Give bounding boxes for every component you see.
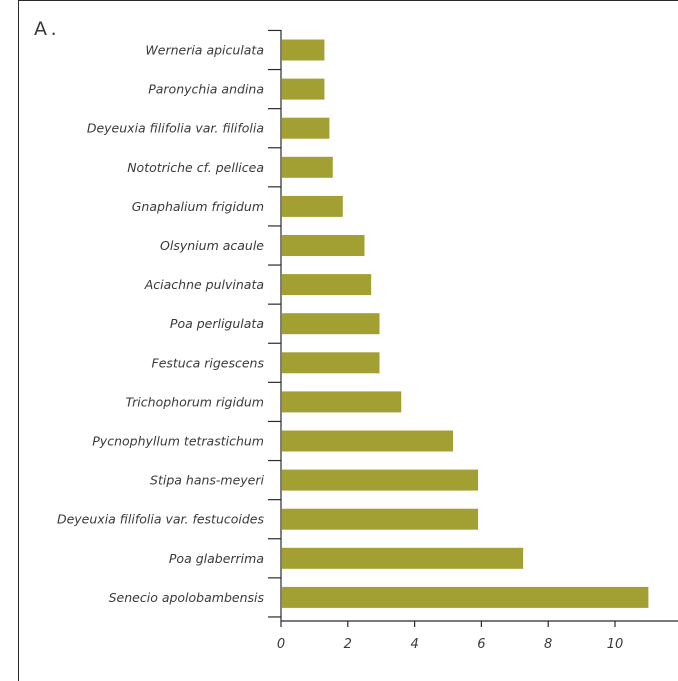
bar — [282, 235, 365, 256]
category-label: Festuca rigescens — [152, 355, 265, 370]
category-label: Senecio apolobambensis — [109, 590, 265, 605]
chart-frame — [18, 0, 678, 681]
category-label: Pycnophyllum tetrastichum — [92, 434, 264, 449]
x-tick-label: 2 — [344, 637, 352, 652]
x-tick-label: 0 — [277, 637, 285, 652]
x-tick-label: 4 — [410, 637, 418, 652]
bar — [282, 195, 343, 217]
bars-layer — [282, 39, 649, 608]
category-label: Trichophorum rigidum — [126, 394, 265, 409]
category-label: Deyeuxia filifolia var. filifolia — [87, 121, 264, 136]
category-label: Nototriche cf. pellicea — [127, 160, 264, 175]
category-label: Aciachne pulvinata — [144, 277, 264, 292]
category-labels: Werneria apiculata Paronychia andina Deyeu… — [57, 43, 265, 605]
x-tick-label: 6 — [477, 637, 485, 652]
x-tick-label: 10 — [607, 637, 624, 652]
bar — [282, 39, 325, 61]
bar — [282, 430, 454, 452]
x-tick-label: 8 — [544, 637, 552, 652]
bar — [282, 156, 333, 178]
bar — [282, 313, 380, 335]
category-label: Olsynium acaule — [160, 238, 264, 253]
category-label: Deyeuxia filifolia var. festucoides — [57, 512, 265, 527]
category-label: Paronychia andina — [148, 82, 264, 97]
bar — [282, 469, 479, 491]
category-label: Stipa hans-meyeri — [150, 473, 264, 488]
category-label: Gnaphalium frigidum — [132, 199, 264, 214]
bar — [282, 78, 325, 100]
category-label: Poa perligulata — [170, 316, 264, 331]
category-label: Werneria apiculata — [145, 43, 264, 58]
panel-label: A. — [34, 18, 61, 40]
bar — [282, 117, 330, 139]
axes: 02468101 — [268, 29, 678, 652]
bar — [282, 547, 524, 569]
bar — [282, 352, 380, 374]
bar — [282, 586, 649, 608]
category-label: Poa glaberrima — [169, 551, 264, 566]
bar — [282, 508, 479, 530]
bar — [282, 274, 372, 296]
bar — [282, 391, 402, 413]
